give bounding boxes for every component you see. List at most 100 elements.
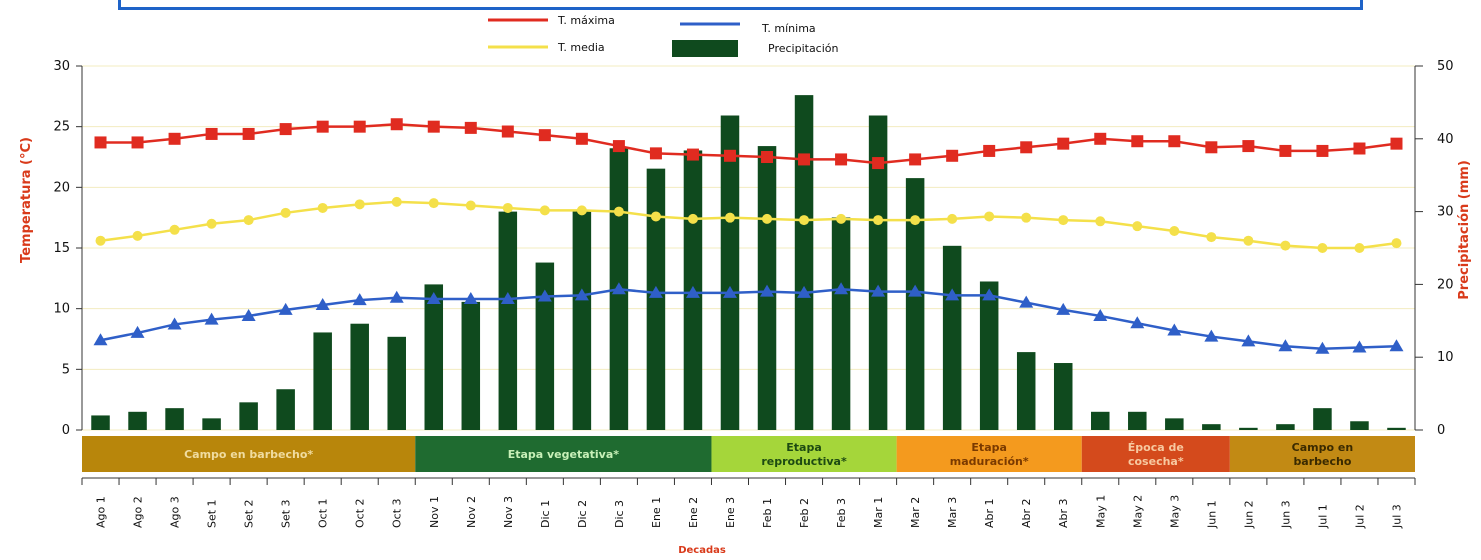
tmed-point (317, 202, 328, 213)
x-category-label: Dic 1 (539, 500, 552, 528)
tmed-point (169, 224, 180, 235)
tmin-point (945, 288, 960, 301)
tmin-point (389, 290, 404, 303)
tmed-point (613, 206, 624, 217)
tmin-point (685, 285, 700, 298)
tmin-point (537, 289, 552, 302)
precip-bar (979, 281, 999, 430)
x-category-label: Feb 2 (798, 498, 811, 528)
temperature-lines (93, 118, 1404, 354)
tmed-point (724, 212, 735, 223)
stage-label: Etapa vegetativa* (508, 448, 620, 461)
tmin-point (1130, 316, 1145, 329)
tmin-point (611, 282, 626, 295)
precip-bar (424, 284, 444, 430)
tmed-point (1169, 226, 1180, 237)
tmin-point (834, 282, 849, 295)
x-category-label: Oct 2 (354, 498, 367, 528)
tmed-point (1280, 240, 1291, 251)
stage-label: maduración* (950, 455, 1029, 468)
tmin-point (167, 317, 182, 330)
stage-label: Campo en (1292, 441, 1354, 454)
x-category-label: Jun 2 (1242, 500, 1255, 529)
precip-bar (1387, 427, 1406, 430)
tmax-point (205, 127, 218, 140)
x-category-label: Ago 3 (169, 496, 182, 528)
stage-label: Campo en barbecho* (184, 448, 313, 461)
tmed-point (650, 211, 661, 222)
x-category-label: Set 3 (280, 499, 293, 528)
tmed-point (947, 213, 958, 224)
x-category-label: Jun 1 (1205, 500, 1218, 529)
precip-bar (350, 323, 369, 430)
precip-bar (905, 178, 925, 430)
tmin-point (797, 285, 812, 298)
y-left-tick-label: 25 (53, 120, 70, 135)
x-category-label: Ene 2 (687, 497, 700, 528)
tmed-point (206, 218, 217, 229)
tmed-point (984, 211, 995, 222)
y-right-tick-label: 0 (1437, 423, 1445, 438)
precip-bar (128, 411, 147, 430)
tmax-point (242, 127, 255, 140)
y-axis-left-title: Temperatura (°C) (19, 137, 34, 263)
tmax-point (94, 136, 107, 149)
tmax-point (686, 148, 699, 161)
tmax-point (168, 132, 181, 145)
precip-bar (202, 418, 221, 430)
tmed-point (1354, 243, 1365, 253)
precip-bar (165, 408, 184, 430)
stage-block (711, 436, 897, 472)
precip-bar (1313, 408, 1332, 430)
tmed-point (873, 215, 884, 226)
tmed-point (1206, 232, 1217, 243)
precip-bar (313, 332, 332, 430)
y-left-tick-label: 30 (53, 59, 70, 74)
stage-label: Época de (1128, 441, 1184, 454)
y-left-tick-label: 15 (53, 241, 70, 256)
precip-bar (942, 245, 962, 430)
stage-label: cosecha* (1128, 455, 1184, 468)
x-category-label: Set 2 (243, 499, 256, 528)
precip-bar (1091, 411, 1110, 430)
y-right-tick-label: 30 (1437, 205, 1454, 220)
tmed-point (132, 230, 143, 241)
precip-bar (1165, 418, 1184, 430)
precip-bar (720, 115, 740, 430)
tmin-point (574, 288, 589, 301)
tmax-point (798, 153, 811, 166)
stage-block (415, 436, 712, 472)
tmax-point (1094, 132, 1107, 145)
tmin-point (1352, 340, 1367, 353)
precip-bar (1053, 363, 1073, 430)
series-line-triangle (100, 287, 1397, 350)
tmax-point (1353, 142, 1366, 155)
tmax-point (1279, 144, 1292, 157)
y-left-tick-label: 20 (53, 180, 70, 195)
tmax-point (1242, 140, 1255, 153)
x-category-label: Abr 3 (1057, 498, 1070, 528)
precip-bar (1202, 424, 1221, 430)
y-axis-right-title: Precipitación (mm) (1457, 160, 1472, 300)
tmax-point (761, 151, 774, 163)
tmax-point (390, 118, 403, 131)
tmed-point (95, 235, 106, 246)
tmin-point (204, 312, 219, 325)
tmin-point (130, 325, 145, 338)
x-category-label: Feb 1 (761, 498, 774, 528)
tmin-point (1389, 339, 1404, 352)
tmin-point (1167, 323, 1182, 336)
tmin-point (500, 291, 515, 304)
x-category-label: Nov 2 (465, 496, 478, 528)
x-category-label: Jun 3 (1279, 500, 1292, 529)
tmin-point (93, 333, 108, 346)
y-left-tick-label: 0 (62, 423, 70, 438)
tmed-point (910, 215, 921, 226)
tmin-point (908, 284, 923, 297)
x-category-label: Oct 1 (317, 498, 330, 528)
precipitation-bars (91, 95, 1406, 431)
tmed-point (576, 205, 587, 216)
legend: T. máxima T. mínima T. media Precipitaci… (488, 14, 839, 57)
y-axis-right: 0 10 20 30 40 50 (1414, 59, 1454, 438)
tmax-point (872, 157, 885, 170)
